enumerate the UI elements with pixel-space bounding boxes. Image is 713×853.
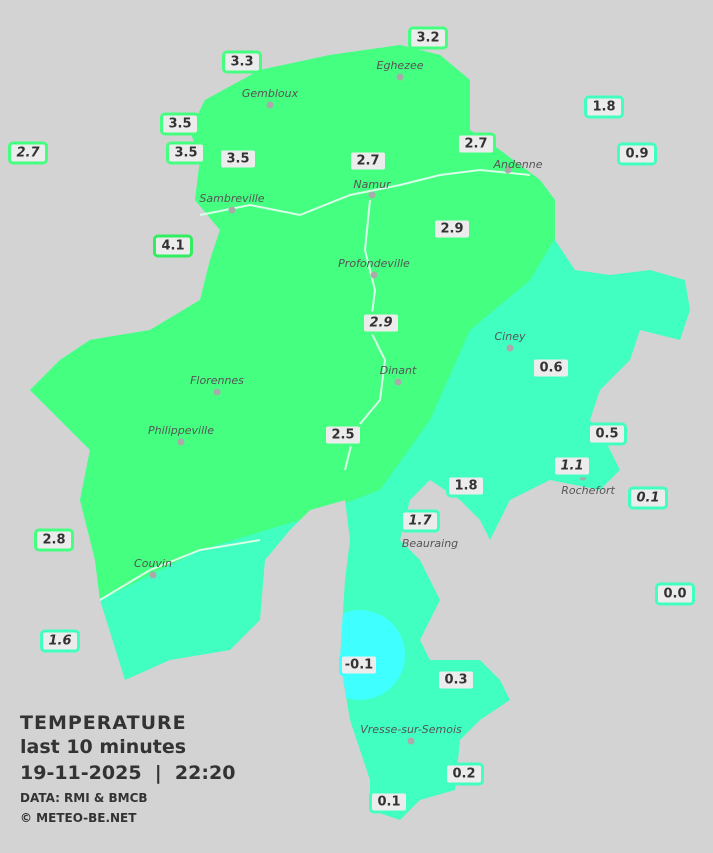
town-label: Namur [353, 178, 391, 191]
temperature-reading[interactable]: 3.5 [218, 147, 258, 171]
temperature-reading[interactable]: 1.7 [400, 509, 440, 533]
temperature-reading[interactable]: -0.1 [339, 653, 379, 677]
town-marker [407, 737, 415, 745]
town-label: Sambreville [199, 192, 265, 205]
town-marker [149, 571, 157, 579]
town-marker [506, 344, 514, 352]
town-label: Eghezee [376, 59, 424, 72]
temperature-reading[interactable]: 0.0 [655, 582, 695, 606]
town-label: Gembloux [241, 87, 299, 100]
temperature-reading[interactable]: 1.1 [552, 454, 592, 478]
legend-datetime: 19-11-2025 | 22:20 [20, 762, 236, 784]
temperature-reading[interactable]: 0.1 [369, 790, 409, 814]
town-label: Dinant [379, 364, 417, 377]
town-marker [370, 271, 378, 279]
border-line [99, 539, 261, 601]
temperature-reading[interactable]: 1.6 [40, 629, 80, 653]
town-marker [177, 438, 185, 446]
river-sambre-meuse [199, 168, 531, 217]
legend-subtitle: last 10 minutes [20, 736, 187, 758]
town-label: Profondeville [338, 257, 410, 270]
temperature-reading[interactable]: 0.6 [531, 356, 571, 380]
town-label: Couvin [134, 557, 172, 570]
town-label: Philippeville [148, 424, 214, 437]
town-marker [213, 388, 221, 396]
temperature-reading[interactable]: 1.8 [584, 95, 624, 119]
temperature-reading[interactable]: 3.3 [222, 50, 262, 74]
town-marker [394, 378, 402, 386]
temperature-reading[interactable]: 4.1 [153, 234, 193, 258]
temperature-reading[interactable]: 2.7 [8, 141, 48, 165]
temperature-reading[interactable]: 0.1 [628, 486, 668, 510]
temperature-reading[interactable]: 0.9 [617, 142, 657, 166]
town-marker [228, 206, 236, 214]
town-label: Vresse-sur-Semois [360, 723, 462, 736]
legend-copyright: © METEO-BE.NET [20, 811, 137, 825]
temperature-reading[interactable]: 0.5 [587, 422, 627, 446]
town-label: Florennes [190, 374, 244, 387]
temperature-reading[interactable]: 3.5 [160, 112, 200, 136]
legend-source: DATA: RMI & BMCB [20, 791, 148, 805]
temperature-reading[interactable]: 2.9 [361, 311, 401, 335]
temperature-reading[interactable]: 2.5 [323, 423, 363, 447]
temperature-reading[interactable]: 1.8 [446, 474, 486, 498]
temperature-reading[interactable]: 2.8 [34, 528, 74, 552]
town-label: Andenne [493, 158, 543, 171]
town-label: Rochefort [561, 484, 615, 497]
temperature-reading[interactable]: 3.5 [166, 141, 206, 165]
town-marker [504, 166, 512, 174]
town-label: Beauraing [401, 537, 459, 550]
town-marker [266, 101, 274, 109]
legend-title: TEMPERATURE [20, 712, 187, 734]
temperature-reading[interactable]: 2.7 [348, 149, 388, 173]
town-marker [396, 73, 404, 81]
temperature-reading[interactable]: 2.9 [432, 217, 472, 241]
temperature-reading[interactable]: 3.2 [408, 26, 448, 50]
temperature-reading[interactable]: 2.7 [456, 132, 496, 156]
town-label: Ciney [494, 330, 526, 343]
temperature-reading[interactable]: 0.3 [436, 668, 476, 692]
town-marker [368, 191, 376, 199]
temperature-reading[interactable]: 0.2 [444, 762, 484, 786]
